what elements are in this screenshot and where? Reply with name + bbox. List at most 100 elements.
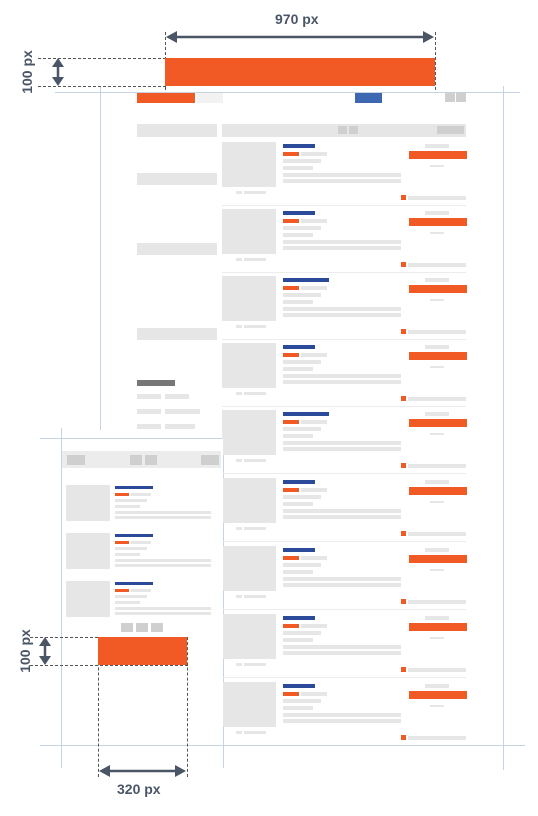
- listing-text-line: [283, 313, 401, 317]
- listing-title: [283, 616, 315, 620]
- listing-note: [430, 501, 444, 503]
- desktop-width-extension-right: [435, 32, 436, 90]
- listing-text-line: [283, 307, 401, 311]
- desktop-header-icon: [445, 93, 455, 102]
- listing-thumb-caption: [236, 663, 242, 666]
- mobile-height-extension-bottom: [30, 665, 188, 666]
- listing-meta: [301, 286, 327, 290]
- desktop-sidebar-heading: [137, 380, 175, 386]
- mobile-listing-meta: [131, 541, 151, 544]
- listing-cta-button: [409, 691, 467, 699]
- listing-divider: [222, 677, 466, 678]
- listing-thumbnail: [222, 546, 276, 591]
- mobile-header-icon: [130, 455, 142, 465]
- listing-thumb-caption: [244, 595, 266, 598]
- mobile-listing-title: [115, 534, 153, 537]
- listing-badge: [283, 286, 299, 290]
- listing-meta: [301, 219, 327, 223]
- listing-divider: [222, 406, 466, 407]
- listing-status-bar: [408, 330, 466, 334]
- listing-text-line: [283, 645, 401, 649]
- mobile-listing-text-line: [115, 607, 211, 610]
- mobile-listing-text-line: [115, 612, 211, 615]
- listing-text-line: [283, 179, 401, 183]
- desktop-sidebar-block: [137, 243, 217, 255]
- listing-text-line: [283, 166, 313, 170]
- listing-cta-button: [409, 352, 467, 360]
- listing-text-line: [283, 293, 321, 297]
- listing-text-line: [283, 226, 321, 230]
- listing-text-line: [283, 240, 401, 244]
- listing-note: [430, 299, 444, 301]
- listing-text-line: [283, 246, 401, 250]
- desktop-header-button: [355, 93, 382, 103]
- mobile-banner-ad: [98, 637, 187, 665]
- mobile-top-guide: [40, 438, 235, 439]
- listing-status-marker: [401, 463, 406, 468]
- listing-text-line: [283, 374, 401, 378]
- listing-text-line: [283, 515, 401, 519]
- listing-cta-button: [409, 555, 467, 563]
- mobile-header-logo: [67, 455, 85, 465]
- mobile-listing-badge: [115, 493, 129, 496]
- listing-thumb-caption: [244, 392, 266, 395]
- listing-thumbnail: [222, 276, 276, 321]
- mobile-width-arrow: [99, 765, 186, 777]
- listing-thumbnail: [222, 682, 276, 727]
- listing-text-line: [283, 631, 321, 635]
- listing-thumb-caption: [244, 459, 266, 462]
- mobile-listing-text-line: [115, 499, 147, 502]
- listing-price-label: [425, 412, 449, 416]
- listing-badge: [283, 219, 299, 223]
- listing-status-marker: [401, 262, 406, 267]
- desktop-sidebar-block: [137, 328, 217, 340]
- listing-thumbnail: [222, 478, 276, 523]
- listing-price-label: [425, 144, 449, 148]
- listing-badge: [283, 488, 299, 492]
- listing-status-bar: [408, 263, 466, 267]
- mobile-header-menu: [201, 455, 219, 465]
- listing-text-line: [283, 570, 313, 574]
- listing-status-marker: [401, 667, 406, 672]
- desktop-sidebar-filter: [165, 394, 189, 399]
- desktop-top-guide: [55, 92, 520, 93]
- listing-status-marker: [401, 396, 406, 401]
- listing-text-line: [283, 360, 321, 364]
- mobile-pagination-button: [151, 623, 163, 632]
- mobile-listing-text-line: [115, 505, 140, 508]
- mobile-listing-thumbnail: [66, 581, 110, 617]
- listing-thumbnail: [222, 209, 276, 254]
- mobile-width-extension-left: [98, 637, 99, 777]
- listing-cta-button: [409, 623, 467, 631]
- desktop-left-guide: [100, 86, 101, 430]
- listing-cta-button: [409, 151, 467, 159]
- desktop-header-bar: [197, 93, 223, 103]
- desktop-sidebar-filter: [165, 409, 200, 414]
- listing-badge: [283, 152, 299, 156]
- listing-thumb-caption: [244, 527, 266, 530]
- mobile-listing-meta: [131, 589, 151, 592]
- listing-text-line: [283, 300, 313, 304]
- listing-thumb-caption: [236, 191, 242, 194]
- listing-divider: [222, 272, 466, 273]
- mobile-listing-title: [115, 582, 153, 585]
- listing-text-line: [283, 583, 401, 587]
- listing-meta: [301, 624, 327, 628]
- mobile-listing-text-line: [115, 564, 211, 567]
- desktop-sidebar-filter: [137, 394, 161, 399]
- desktop-toolbar-sort: [437, 126, 464, 134]
- mobile-width-extension-right: [187, 637, 188, 777]
- listing-text-line: [283, 638, 313, 642]
- listing-cta-button: [409, 487, 467, 495]
- desktop-width-arrow: [166, 31, 434, 43]
- listing-status-marker: [401, 531, 406, 536]
- mobile-listing-text-line: [115, 553, 140, 556]
- mobile-listing-meta: [131, 493, 151, 496]
- mobile-listing-text-line: [115, 547, 147, 550]
- listing-status-bar: [408, 736, 466, 740]
- desktop-height-extension-bottom: [38, 86, 166, 87]
- desktop-width-label: 970 px: [275, 11, 319, 27]
- listing-thumb-caption: [236, 325, 242, 328]
- desktop-sidebar-filter: [137, 424, 161, 429]
- listing-text-line: [283, 651, 401, 655]
